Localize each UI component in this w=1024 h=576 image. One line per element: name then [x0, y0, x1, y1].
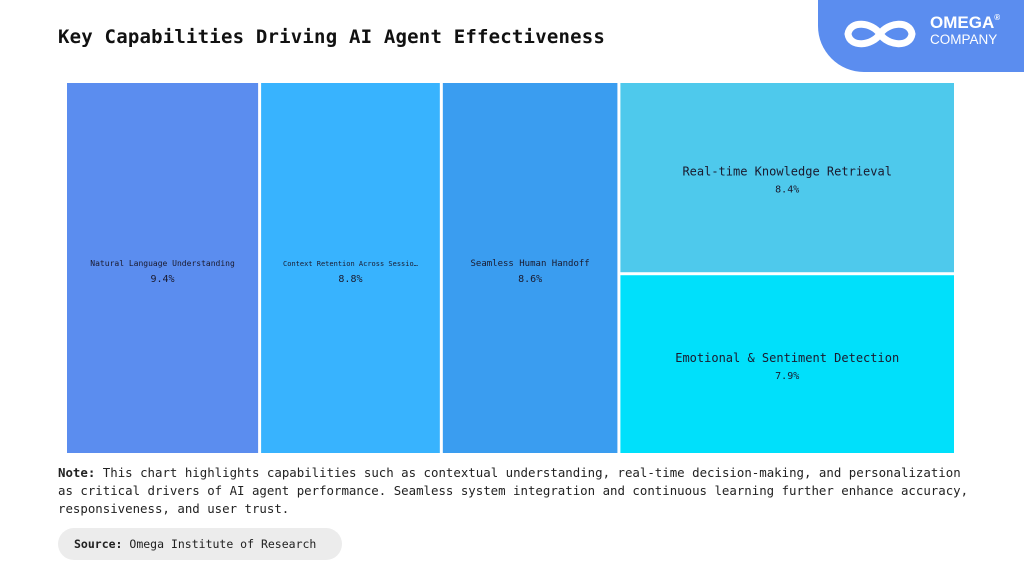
infinity-icon [844, 20, 916, 48]
treemap-cell-seamless-human-handoff: Seamless Human Handoff 8.6% [442, 83, 618, 453]
treemap-value: 8.4% [775, 185, 799, 196]
treemap-value: 7.9% [775, 371, 799, 382]
treemap-label: Real-time Knowledge Retrieval [682, 165, 892, 179]
chart-note: Note: This chart highlights capabilities… [58, 464, 978, 518]
treemap-cell-real-time-knowledge-retrieval: Real-time Knowledge Retrieval 8.4% [620, 83, 954, 273]
treemap-rect-real-time-knowledge-retrieval [620, 83, 954, 273]
treemap-label: Seamless Human Handoff [471, 259, 590, 269]
source-pill: Source: Omega Institute of Research [58, 528, 342, 560]
treemap-rect-natural-language-understanding [67, 83, 259, 453]
treemap-rect-emotional-sentiment-detection [620, 275, 954, 453]
treemap-rect-seamless-human-handoff [442, 83, 618, 453]
note-text: This chart highlights capabilities such … [58, 465, 969, 516]
page-title: Key Capabilities Driving AI Agent Effect… [58, 26, 606, 48]
source-label: Source: [74, 537, 123, 551]
treemap-value: 8.6% [518, 274, 542, 285]
logo-registered: ® [994, 13, 1001, 22]
treemap-label: Context Retention Across Sessio… [283, 260, 418, 268]
treemap-rect-context-retention-across-sessions [261, 83, 440, 453]
logo-sub: COMPANY [930, 32, 998, 47]
company-logo: OMEGA® COMPANY [930, 14, 1000, 47]
treemap-label: Emotional & Sentiment Detection [675, 351, 899, 365]
logo-name: OMEGA [930, 13, 995, 32]
note-label: Note: [58, 465, 96, 480]
treemap-cell-context-retention-across-sessions: Context Retention Across Sessio… 8.8% [261, 83, 440, 453]
treemap-cell-natural-language-understanding: Natural Language Understanding 9.4% [67, 83, 259, 453]
source-text: Omega Institute of Research [129, 537, 317, 551]
treemap-label: Natural Language Understanding [90, 259, 235, 268]
treemap-value: 9.4% [151, 274, 175, 285]
treemap-value: 8.8% [338, 274, 362, 285]
logo-badge [818, 0, 1024, 72]
treemap-cell-emotional-sentiment-detection: Emotional & Sentiment Detection 7.9% [620, 275, 954, 453]
